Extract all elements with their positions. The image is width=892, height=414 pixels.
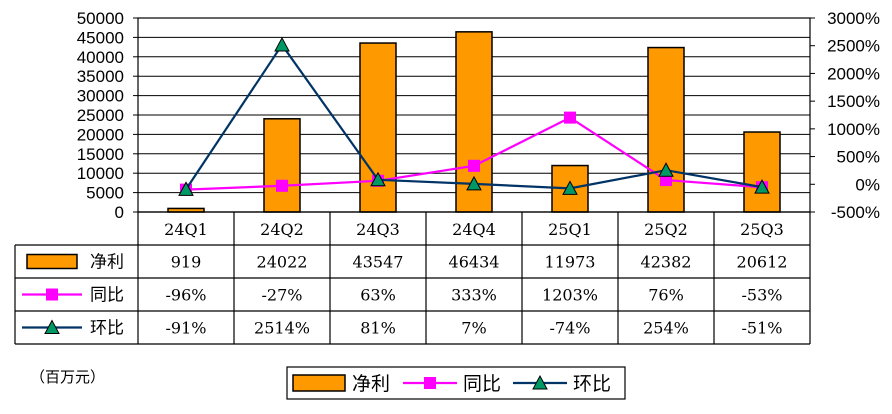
data-label: 43547	[353, 253, 404, 272]
left-axis-ticks: 0500010000150002000025000300003500040000…	[77, 9, 124, 222]
qoq-point-24q2	[274, 36, 290, 52]
data-label: 46434	[449, 253, 500, 272]
legend: 净利 同比 环比	[286, 366, 626, 400]
data-label: 63%	[360, 286, 396, 305]
qoq-point-24q1	[178, 181, 194, 196]
data-label: 2514%	[254, 319, 310, 338]
category-label: 24Q3	[356, 220, 400, 239]
right-tick-label: 0%	[855, 175, 880, 194]
qoq-point-25q3	[754, 179, 770, 194]
data-label: 81%	[360, 319, 396, 338]
legend-marker-qoq	[532, 374, 548, 390]
qoq-point-25q2	[658, 162, 674, 177]
row-key-marker	[46, 288, 58, 301]
right-tick-label: -500%	[831, 203, 880, 222]
right-tick-label: 500%	[837, 148, 880, 167]
left-tick-label: 45000	[77, 28, 124, 47]
legend-label: 同比	[463, 373, 501, 395]
left-tick-label: 10000	[77, 164, 124, 183]
left-tick-label: 30000	[77, 87, 124, 106]
row-name: 净利	[90, 253, 124, 273]
data-label: 1203%	[542, 286, 598, 305]
row-name: 环比	[90, 319, 124, 339]
data-label: 76%	[648, 286, 684, 305]
data-label: -53%	[742, 286, 783, 305]
legend-marker-yoy	[424, 377, 436, 389]
right-axis-ticks: -500% 0% 500% 1000% 1500% 2000% 2500% 3000%	[827, 9, 880, 222]
category-label: 24Q2	[260, 220, 304, 239]
left-tick-label: 20000	[77, 125, 124, 144]
data-label: 333%	[451, 286, 497, 305]
data-label: -74%	[550, 319, 591, 338]
qoq-point-24q3	[370, 171, 386, 187]
qoq-point-25q1	[562, 180, 578, 195]
data-table: 24Q1 24Q2 24Q3 24Q4 25Q1 25Q2 25Q3 净利 919 24022 43…	[14, 211, 811, 345]
data-label: 24022	[257, 253, 308, 272]
data-label: 20612	[737, 253, 788, 272]
left-tick-label: 50000	[77, 9, 124, 28]
data-label: 919	[171, 253, 202, 272]
row-key-marker	[44, 319, 60, 334]
left-tick-label: 35000	[77, 67, 124, 86]
data-label: -51%	[742, 319, 783, 338]
row-name: 同比	[90, 286, 124, 306]
category-label: 25Q2	[644, 220, 688, 239]
left-tick-label: 5000	[86, 184, 124, 203]
legend-key-net-profit	[292, 374, 346, 392]
bar-25q3	[743, 131, 781, 213]
left-tick-label: 0	[115, 203, 124, 222]
row-key-net-profit	[26, 253, 78, 270]
yoy-point-24q4	[468, 159, 480, 172]
data-label: 11973	[545, 253, 596, 272]
legend-label: 净利	[352, 373, 390, 395]
data-label: -96%	[166, 286, 207, 305]
data-label: -91%	[166, 319, 207, 338]
yoy-point-25q2	[660, 174, 672, 187]
right-tick-label: 2500%	[827, 37, 880, 56]
data-label: 254%	[643, 319, 689, 338]
bar-series-net-profit	[167, 31, 781, 213]
legend-label: 环比	[573, 373, 611, 395]
category-label: 25Q1	[548, 220, 592, 239]
data-label: 7%	[461, 319, 486, 338]
bar-24q2	[263, 118, 301, 213]
line-series	[178, 36, 770, 196]
category-label: 24Q1	[164, 220, 208, 239]
right-tick-label: 3000%	[827, 9, 880, 28]
data-label: -27%	[262, 286, 303, 305]
left-tick-label: 15000	[77, 145, 124, 164]
right-tick-label: 1000%	[827, 120, 880, 139]
right-tick-label: 1500%	[827, 92, 880, 111]
yoy-point-24q2	[276, 179, 288, 192]
left-tick-label: 40000	[77, 48, 124, 67]
qoq-point-24q4	[466, 175, 482, 191]
right-tick-label: 2000%	[827, 64, 880, 83]
category-label: 24Q4	[452, 220, 496, 239]
unit-note: （百万元）	[30, 368, 105, 386]
bar-25q2	[647, 46, 685, 213]
yoy-point-25q1	[564, 111, 576, 124]
data-label: 42382	[641, 253, 692, 272]
category-label: 25Q3	[740, 220, 784, 239]
left-tick-label: 25000	[77, 106, 124, 125]
